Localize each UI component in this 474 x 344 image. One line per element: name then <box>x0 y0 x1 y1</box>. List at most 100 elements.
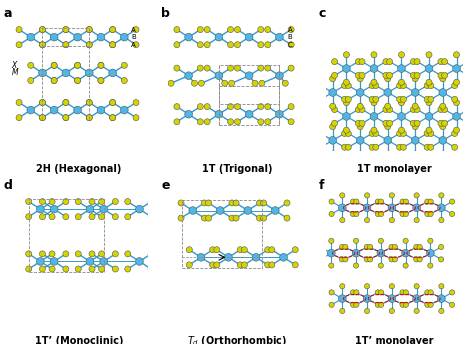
Circle shape <box>329 137 337 144</box>
Circle shape <box>414 107 420 112</box>
Circle shape <box>340 283 345 289</box>
Circle shape <box>89 251 95 257</box>
Circle shape <box>370 112 378 120</box>
Circle shape <box>338 295 346 302</box>
Text: d: d <box>3 179 12 192</box>
Circle shape <box>85 69 93 77</box>
Circle shape <box>367 257 373 262</box>
Circle shape <box>344 127 349 133</box>
Circle shape <box>120 33 128 41</box>
Circle shape <box>259 80 265 86</box>
Circle shape <box>377 249 385 257</box>
Circle shape <box>392 244 398 250</box>
Text: $T_d$ (Orthorhombic): $T_d$ (Orthorhombic) <box>187 334 287 344</box>
Circle shape <box>28 77 34 84</box>
Circle shape <box>288 104 294 110</box>
Circle shape <box>414 193 419 198</box>
Circle shape <box>26 214 32 220</box>
Circle shape <box>357 103 363 109</box>
Circle shape <box>352 249 360 257</box>
Circle shape <box>373 130 379 137</box>
Circle shape <box>428 302 433 308</box>
Circle shape <box>438 107 444 112</box>
Circle shape <box>365 193 370 198</box>
Circle shape <box>39 115 46 121</box>
Circle shape <box>318 144 324 150</box>
Circle shape <box>439 137 447 144</box>
Circle shape <box>75 214 81 220</box>
Circle shape <box>438 204 445 212</box>
Circle shape <box>414 257 419 262</box>
Circle shape <box>264 247 271 253</box>
Circle shape <box>318 130 324 137</box>
Circle shape <box>384 137 392 144</box>
Circle shape <box>331 107 337 112</box>
Circle shape <box>339 257 345 262</box>
Circle shape <box>275 72 283 79</box>
Circle shape <box>288 26 294 33</box>
Circle shape <box>397 130 403 137</box>
Circle shape <box>427 249 434 257</box>
Circle shape <box>398 65 405 72</box>
Circle shape <box>125 198 131 205</box>
Circle shape <box>364 244 369 250</box>
Circle shape <box>136 205 143 213</box>
Circle shape <box>379 290 384 295</box>
Circle shape <box>112 266 118 272</box>
Circle shape <box>86 99 92 106</box>
Circle shape <box>215 110 223 118</box>
Circle shape <box>191 80 198 86</box>
Circle shape <box>39 26 46 33</box>
Circle shape <box>89 198 95 205</box>
Circle shape <box>356 107 361 112</box>
Circle shape <box>26 266 32 272</box>
Circle shape <box>439 89 447 96</box>
Circle shape <box>378 263 383 268</box>
Circle shape <box>428 238 433 244</box>
Circle shape <box>452 96 458 103</box>
Circle shape <box>383 107 389 112</box>
Circle shape <box>440 76 446 82</box>
Circle shape <box>241 262 247 268</box>
Circle shape <box>454 52 460 58</box>
Circle shape <box>329 199 334 204</box>
Circle shape <box>275 33 283 41</box>
Circle shape <box>252 254 260 261</box>
Circle shape <box>36 205 44 213</box>
Circle shape <box>375 302 381 308</box>
Circle shape <box>28 62 34 68</box>
Circle shape <box>426 52 432 58</box>
Circle shape <box>354 238 359 244</box>
Circle shape <box>75 198 81 205</box>
Circle shape <box>214 247 220 253</box>
Circle shape <box>438 295 445 302</box>
Circle shape <box>99 251 105 257</box>
Circle shape <box>233 215 239 221</box>
Circle shape <box>385 123 391 130</box>
Circle shape <box>342 96 347 103</box>
Circle shape <box>414 283 419 289</box>
Circle shape <box>424 96 430 103</box>
Circle shape <box>318 96 324 103</box>
Circle shape <box>109 42 116 48</box>
Circle shape <box>112 251 118 257</box>
Circle shape <box>465 120 472 126</box>
Circle shape <box>356 58 361 65</box>
Circle shape <box>428 290 433 295</box>
Circle shape <box>426 79 432 85</box>
Circle shape <box>63 99 69 106</box>
Circle shape <box>174 42 180 48</box>
Circle shape <box>86 115 92 121</box>
Circle shape <box>86 26 92 33</box>
Circle shape <box>329 76 336 82</box>
Circle shape <box>109 42 116 48</box>
Text: M: M <box>11 68 18 77</box>
Circle shape <box>414 58 420 65</box>
Circle shape <box>371 79 377 85</box>
Circle shape <box>98 62 104 68</box>
Circle shape <box>363 204 371 212</box>
Circle shape <box>63 26 69 33</box>
Circle shape <box>389 308 394 314</box>
Circle shape <box>350 211 356 217</box>
Circle shape <box>388 204 396 212</box>
